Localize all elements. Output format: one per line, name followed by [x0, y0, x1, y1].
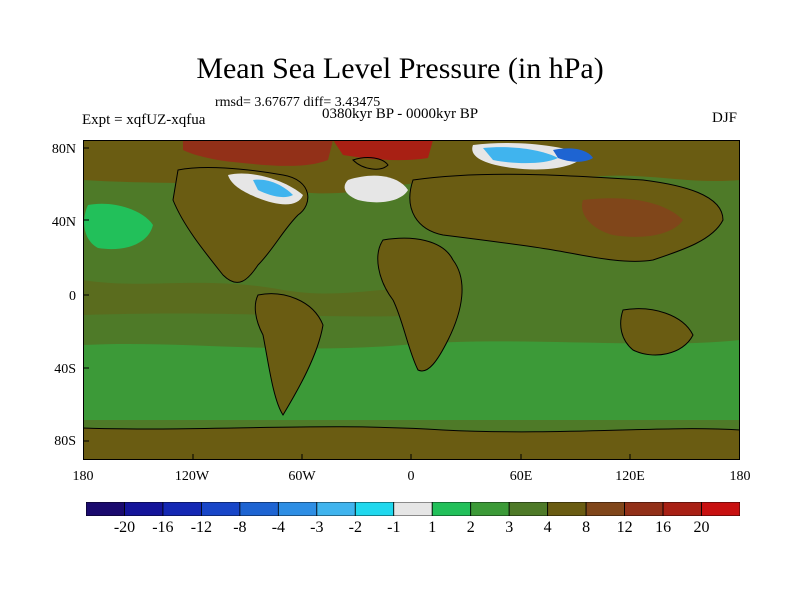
- scandinavia-low-anomaly: [344, 175, 408, 203]
- australia-landmass: [620, 308, 693, 355]
- stats-text: rmsd= 3.67677 diff= 3.43475: [215, 95, 381, 110]
- eurasia-landmass: [409, 174, 723, 262]
- high-anomaly-north-atlantic: [333, 140, 433, 161]
- colorbar-label-8: 1: [428, 519, 437, 536]
- high-anomaly-greenland: [183, 140, 333, 166]
- lon-tick-180e: 180: [729, 469, 751, 484]
- colorbar-swatch-9: [431, 502, 472, 516]
- antarctica-landmass: [83, 426, 740, 460]
- colorbar-label-5: -3: [310, 519, 324, 536]
- colorbar-label-10: 3: [505, 519, 514, 536]
- colorbar-label-14: 16: [655, 519, 672, 536]
- lon-tick-120w: 120W: [174, 469, 210, 484]
- colorbar-label-4: -4: [271, 519, 286, 536]
- colorbar-label-11: 4: [543, 519, 552, 536]
- colorbar-swatch-16: [701, 502, 740, 516]
- tropical-pacific-region: [83, 280, 423, 317]
- pacific-low-patch: [84, 203, 153, 250]
- colorbar-label-1: -16: [152, 519, 174, 536]
- lat-tick-40s: 40S: [54, 362, 76, 377]
- colorbar-label-0: -20: [113, 519, 136, 536]
- colorbar-swatch-7: [354, 502, 395, 516]
- period-text: 0380kyr BP - 0000kyr BP: [322, 106, 479, 122]
- africa-landmass: [377, 238, 463, 371]
- eurasian-low-core: [553, 148, 593, 162]
- colorbar: [86, 502, 740, 516]
- lat-tick-80n: 80N: [51, 142, 76, 157]
- laurentide-low-core: [253, 179, 293, 198]
- lon-tick-60e: 60E: [509, 469, 533, 484]
- lon-tick-0: 0: [407, 469, 415, 484]
- colorbar-swatch-10: [470, 502, 510, 516]
- experiment-label: Expt = xqfUZ-xqfua: [82, 112, 206, 128]
- colorbar-label-3: -8: [233, 519, 247, 536]
- lat-tick-40n: 40N: [51, 215, 76, 230]
- colorbar-swatch-11: [508, 502, 549, 516]
- map-title: Mean Sea Level Pressure (in hPa): [196, 52, 604, 85]
- colorbar-label-7: -1: [387, 519, 401, 536]
- eurasian-low-mid: [483, 147, 558, 164]
- colorbar-label-12: 8: [582, 519, 591, 536]
- pressure-anomaly-map: [83, 140, 740, 460]
- colorbar-swatch-13: [585, 502, 625, 516]
- colorbar-swatch-0: [86, 502, 125, 516]
- south-america-landmass: [255, 293, 323, 415]
- lon-tick-180w: 180: [72, 469, 94, 484]
- lon-tick-120e: 120E: [615, 469, 645, 484]
- colorbar-swatch-6: [316, 502, 356, 516]
- lon-tick-60w: 60W: [288, 469, 316, 484]
- colorbar-label-9: 2: [466, 519, 475, 536]
- colorbar-label-2: -12: [190, 519, 213, 536]
- colorbar-swatch-5: [277, 502, 318, 516]
- colorbar-swatch-8: [393, 502, 433, 516]
- colorbar-swatch-1: [124, 502, 164, 516]
- colorbar-swatch-12: [547, 502, 587, 516]
- colorbar-swatch-14: [624, 502, 664, 516]
- colorbar-label-6: -2: [348, 519, 362, 536]
- axis-ticks: [83, 147, 631, 460]
- season-label: DJF: [712, 110, 738, 126]
- colorbar-swatch-4: [239, 502, 279, 516]
- lat-tick-0: 0: [69, 289, 76, 304]
- colorbar-label-13: 12: [616, 519, 633, 536]
- colorbar-swatch-15: [662, 502, 702, 516]
- lat-tick-80s: 80S: [54, 434, 76, 449]
- colorbar-swatch-3: [201, 502, 241, 516]
- colorbar-swatch-2: [162, 502, 202, 516]
- colorbar-label-15: 20: [693, 519, 710, 536]
- southern-ocean-region: [83, 340, 740, 420]
- coastlines: [83, 157, 740, 433]
- east-asia-high: [582, 198, 683, 237]
